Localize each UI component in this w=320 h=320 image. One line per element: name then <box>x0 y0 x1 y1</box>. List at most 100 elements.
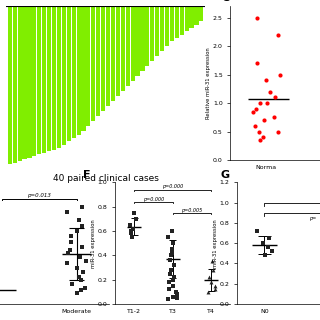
Point <box>261 135 266 140</box>
Point <box>78 288 84 293</box>
Bar <box>67 6 71 141</box>
Point <box>276 129 281 134</box>
Point <box>68 239 73 244</box>
Point <box>254 61 259 66</box>
Bar <box>155 6 159 56</box>
Point <box>262 253 268 258</box>
Point <box>270 249 275 254</box>
Point <box>253 123 258 128</box>
Point <box>171 241 176 246</box>
Bar <box>160 6 164 51</box>
Point <box>167 258 172 263</box>
Bar <box>18 6 22 161</box>
Point <box>212 287 217 292</box>
Bar <box>170 6 174 41</box>
Point <box>168 253 173 258</box>
Bar <box>199 6 204 21</box>
Bar <box>126 6 130 86</box>
Point <box>257 100 262 106</box>
Point <box>267 89 272 94</box>
Point <box>74 265 79 270</box>
Point <box>257 138 262 143</box>
Bar <box>81 6 85 131</box>
Point <box>264 100 269 106</box>
Point <box>277 72 282 77</box>
Point <box>83 258 88 263</box>
Y-axis label: Relative miR-31 expression: Relative miR-31 expression <box>206 47 212 119</box>
Point <box>64 261 69 266</box>
Point <box>128 231 133 236</box>
Point <box>70 281 75 286</box>
Bar <box>32 6 36 156</box>
Bar <box>91 6 95 121</box>
Point <box>209 280 214 285</box>
Text: 40 paired clinical cases: 40 paired clinical cases <box>53 174 158 183</box>
Text: G: G <box>221 170 230 180</box>
Point <box>272 95 277 100</box>
Point <box>170 283 175 288</box>
Text: p=0.000: p=0.000 <box>162 184 183 189</box>
Point <box>79 223 84 228</box>
Point <box>166 280 172 285</box>
Bar <box>62 6 66 145</box>
Point <box>64 210 69 215</box>
Point <box>170 294 175 299</box>
Point <box>205 289 210 294</box>
Text: p=0.005: p=0.005 <box>181 208 203 212</box>
Point <box>254 106 259 111</box>
Bar <box>189 6 194 28</box>
Point <box>169 250 174 255</box>
Point <box>129 235 134 240</box>
Bar <box>175 6 179 38</box>
Point <box>172 262 177 268</box>
Bar <box>135 6 140 76</box>
Bar <box>76 6 81 134</box>
Y-axis label: miR-31 expression: miR-31 expression <box>213 219 218 268</box>
Point <box>173 289 179 294</box>
Bar <box>165 6 169 46</box>
Point <box>78 277 84 282</box>
Point <box>212 283 217 288</box>
Point <box>171 277 176 282</box>
Point <box>262 118 267 123</box>
Point <box>174 292 179 297</box>
Bar <box>52 6 56 149</box>
Bar <box>13 6 17 163</box>
Point <box>263 78 268 83</box>
Point <box>68 247 73 252</box>
Point <box>165 235 170 240</box>
Point <box>77 218 82 223</box>
Point <box>168 268 173 273</box>
Point <box>168 271 173 276</box>
Point <box>130 226 135 231</box>
Point <box>66 250 71 255</box>
Bar <box>116 6 120 96</box>
Point <box>166 297 171 302</box>
Point <box>127 222 132 228</box>
Point <box>207 275 212 280</box>
Point <box>267 236 272 241</box>
Bar <box>131 6 135 81</box>
Text: p=: p= <box>309 216 316 221</box>
Bar <box>22 6 27 159</box>
Bar <box>180 6 184 35</box>
Point <box>256 129 261 134</box>
Bar <box>86 6 91 126</box>
Point <box>76 275 81 280</box>
Text: p=0.013: p=0.013 <box>27 193 51 198</box>
Point <box>79 204 84 209</box>
Bar <box>185 6 189 31</box>
Point <box>167 287 172 292</box>
Bar <box>106 6 110 106</box>
Point <box>170 228 175 234</box>
Point <box>209 259 214 264</box>
Bar <box>47 6 51 151</box>
Text: F: F <box>83 170 91 180</box>
Point <box>255 228 260 234</box>
Bar <box>150 6 154 61</box>
Bar <box>42 6 46 153</box>
Bar <box>57 6 61 148</box>
Point <box>129 228 134 234</box>
Point <box>271 115 276 120</box>
Point <box>134 216 139 221</box>
